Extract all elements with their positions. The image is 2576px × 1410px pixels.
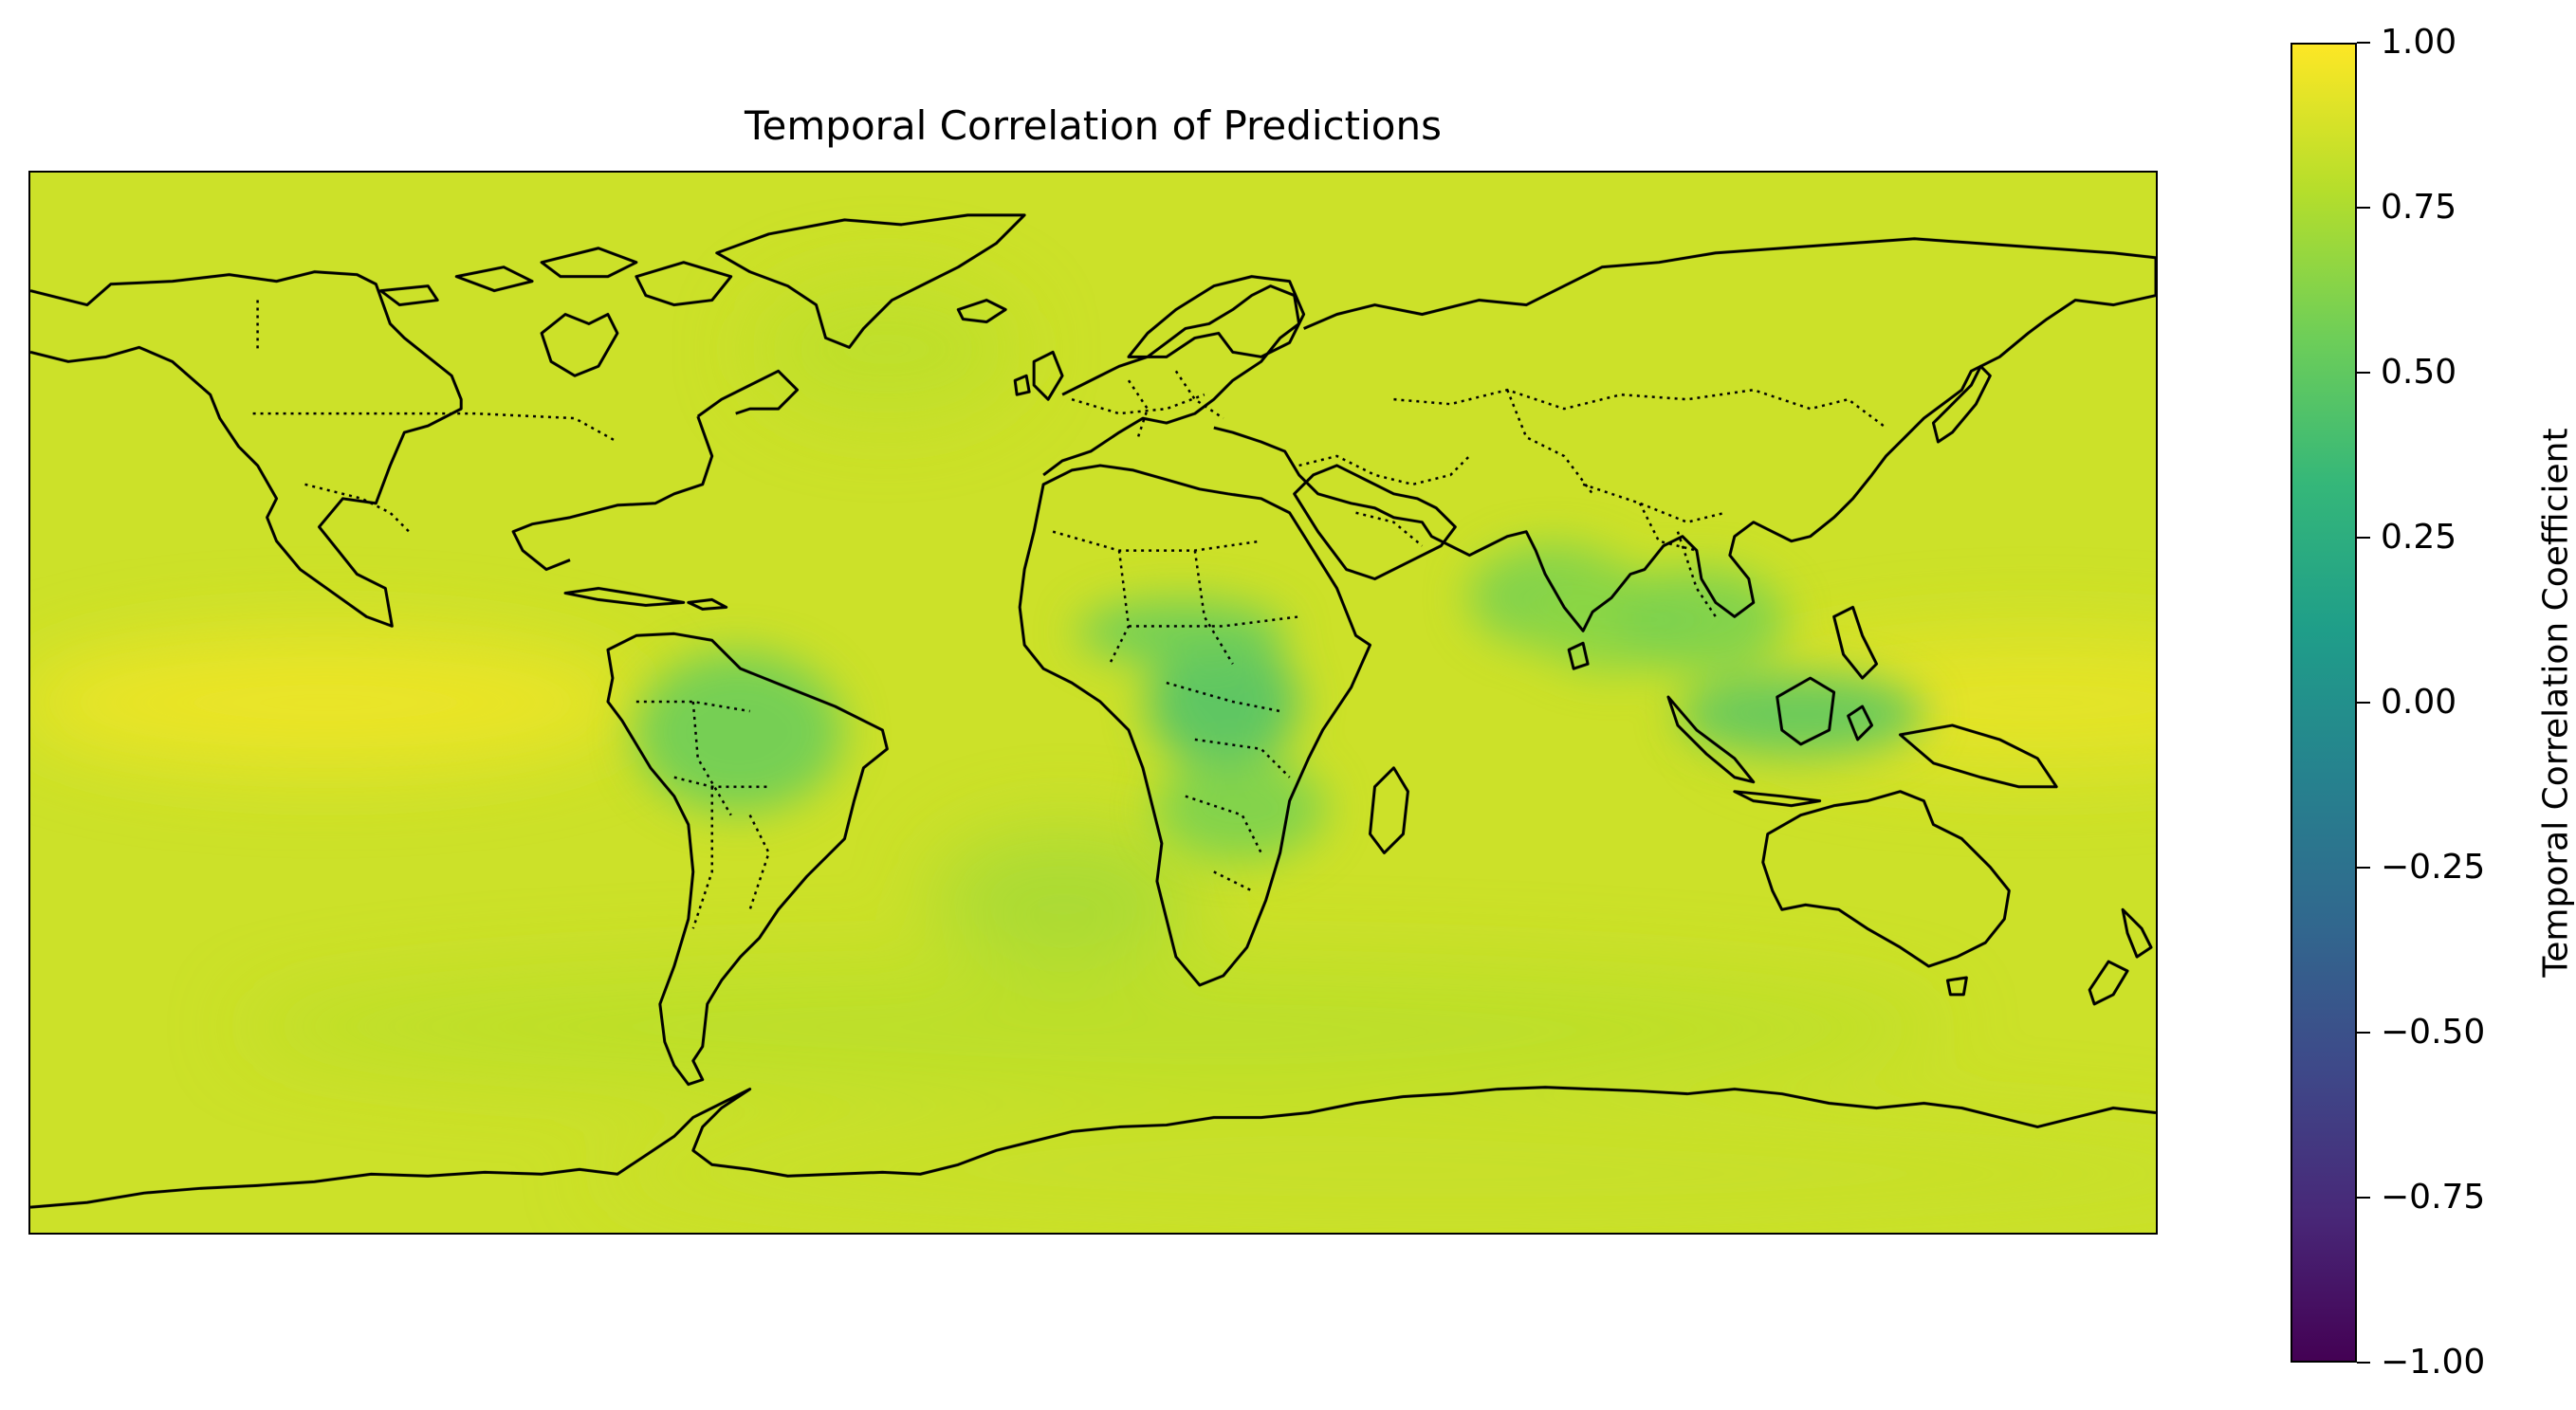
new-zealand-coastline xyxy=(2088,907,2153,1006)
canada-us-border xyxy=(252,412,618,444)
colorbar-tick-label: 0.50 xyxy=(2381,353,2457,392)
philippines-coastline xyxy=(1832,605,1879,680)
iceland-coastline xyxy=(956,299,1007,323)
cuba-coastline xyxy=(563,586,686,607)
colorbar-tick-label: −0.50 xyxy=(2381,1013,2486,1052)
south-america-coastline xyxy=(606,632,889,1087)
colorbar-tick xyxy=(2357,372,2370,374)
north-america-coastline xyxy=(30,270,463,628)
heat-region xyxy=(1147,636,1299,769)
heat-region xyxy=(635,651,843,813)
colorbar-tick xyxy=(2357,1032,2370,1034)
heat-region xyxy=(1615,568,1787,672)
colorbar-tick-label: 1.00 xyxy=(2381,23,2457,62)
asia-coastline xyxy=(1213,237,2156,632)
colorbar xyxy=(2291,43,2357,1363)
colorbar-tick-label: −0.25 xyxy=(2381,848,2486,887)
sulawesi-coastline xyxy=(1847,705,1874,742)
colorbar-tick-label: −1.00 xyxy=(2381,1343,2486,1382)
colorbar-tick xyxy=(2357,537,2370,539)
coastlines xyxy=(30,213,2156,1209)
antarctica-coastline xyxy=(30,1086,2156,1209)
colorbar-tick-label: 0.75 xyxy=(2381,188,2457,227)
europe-coastline xyxy=(1042,284,1301,477)
colorbar-tick xyxy=(2357,1197,2370,1199)
south-america-borders xyxy=(635,700,770,929)
australia-coastline xyxy=(1761,790,2011,968)
europe-borders xyxy=(1071,370,1224,438)
heat-region xyxy=(1155,756,1326,861)
colorbar-tick xyxy=(2357,207,2370,209)
arabian-peninsula-coastline xyxy=(1293,464,1457,580)
colorbar-tick-label: −0.75 xyxy=(2381,1178,2486,1217)
colorbar-label: Temporal Correlation Coefficient xyxy=(2536,428,2576,978)
country-borders xyxy=(252,300,1887,929)
new-guinea-coastline xyxy=(1898,723,2058,789)
hispaniola-coastline xyxy=(687,597,728,611)
heat-region xyxy=(930,831,1197,963)
tasmania-coastline xyxy=(1945,976,1968,997)
colorbar-tick xyxy=(2357,702,2370,704)
greenland-coastline xyxy=(715,213,1026,349)
colorbar-tick xyxy=(2357,867,2370,869)
east-coast xyxy=(696,369,800,418)
map-frame xyxy=(28,171,2158,1235)
sumatra-coastline xyxy=(1666,695,1756,784)
heat-region xyxy=(595,1108,2156,1233)
colorbar-tick-label: 0.25 xyxy=(2381,518,2457,557)
heat-region xyxy=(30,636,638,769)
world-map xyxy=(30,173,2156,1233)
hudson-bay-coastline xyxy=(540,312,619,377)
java-coastline xyxy=(1733,790,1822,808)
colorbar-tick xyxy=(2357,1362,2370,1364)
madagascar-coastline xyxy=(1368,766,1409,854)
british-isles-coastline xyxy=(1013,350,1064,401)
africa-coastline xyxy=(1018,464,1371,987)
map-title: Temporal Correlation of Predictions xyxy=(745,102,1442,149)
asia-borders xyxy=(1393,388,1887,618)
sri-lanka-coastline xyxy=(1567,641,1590,670)
heat-region xyxy=(241,960,1945,1093)
scandinavia-coastline xyxy=(1127,275,1306,358)
middle-east-borders xyxy=(1298,454,1471,547)
gulf-coast xyxy=(511,415,714,571)
borneo-coastline xyxy=(1776,676,1836,746)
colorbar-tick xyxy=(2357,42,2370,44)
japan-coastline xyxy=(1931,364,1992,444)
colorbar-tick-label: 0.00 xyxy=(2381,683,2457,722)
arctic-islands xyxy=(378,247,638,306)
colorbar-gradient xyxy=(2292,45,2355,1361)
africa-borders xyxy=(1052,530,1299,892)
baffin-island-coastline xyxy=(635,261,733,306)
heat-region xyxy=(1077,598,1286,666)
